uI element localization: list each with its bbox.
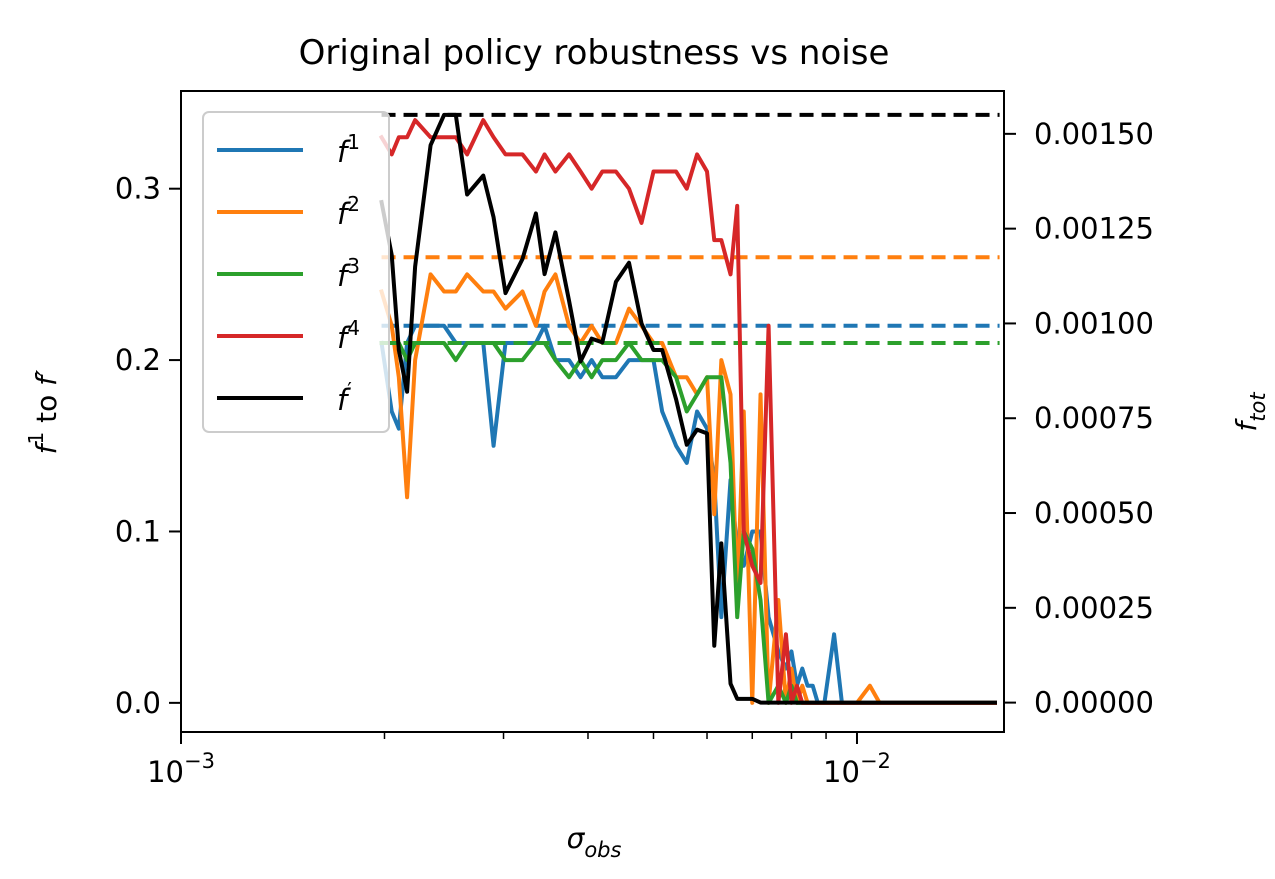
y-right-tick-label-0: 0.00000 <box>1034 686 1154 720</box>
y-right-tick-label-6: 0.00150 <box>1034 117 1154 151</box>
y-right-tick-label-5: 0.00125 <box>1034 212 1154 246</box>
axes-frame <box>180 90 1005 733</box>
y-left-tick-label-0: 0.0 <box>115 686 161 720</box>
y-right-tick-label-4: 0.00100 <box>1034 306 1154 340</box>
y-right-tick-label-2: 0.00050 <box>1034 496 1154 530</box>
x-axis-label: σobs <box>567 822 622 862</box>
series-5-line <box>379 112 997 705</box>
x-tick-label-1: 10−2 <box>823 749 891 789</box>
y-left-tick-label-2: 0.2 <box>115 343 161 377</box>
x-tick-label-0: 10−3 <box>147 749 215 789</box>
y-right-tick-label-1: 0.00025 <box>1034 591 1154 625</box>
y-left-tick-label-1: 0.1 <box>115 514 161 548</box>
y-right-tick-label-3: 0.00075 <box>1034 401 1154 435</box>
x-axis-ticks: 10−3 10−2 <box>147 732 891 789</box>
y-left-tick-label-3: 0.3 <box>115 172 161 206</box>
y-right-axis-ticks: 0.00000 0.00025 0.00050 0.00075 0.00100 0.001… <box>1004 117 1154 720</box>
chart-title: Original policy robustness vs noise <box>299 33 890 73</box>
y-left-axis-ticks: 0.0 0.1 0.2 0.3 <box>115 172 181 720</box>
plot-lines <box>378 112 1000 705</box>
